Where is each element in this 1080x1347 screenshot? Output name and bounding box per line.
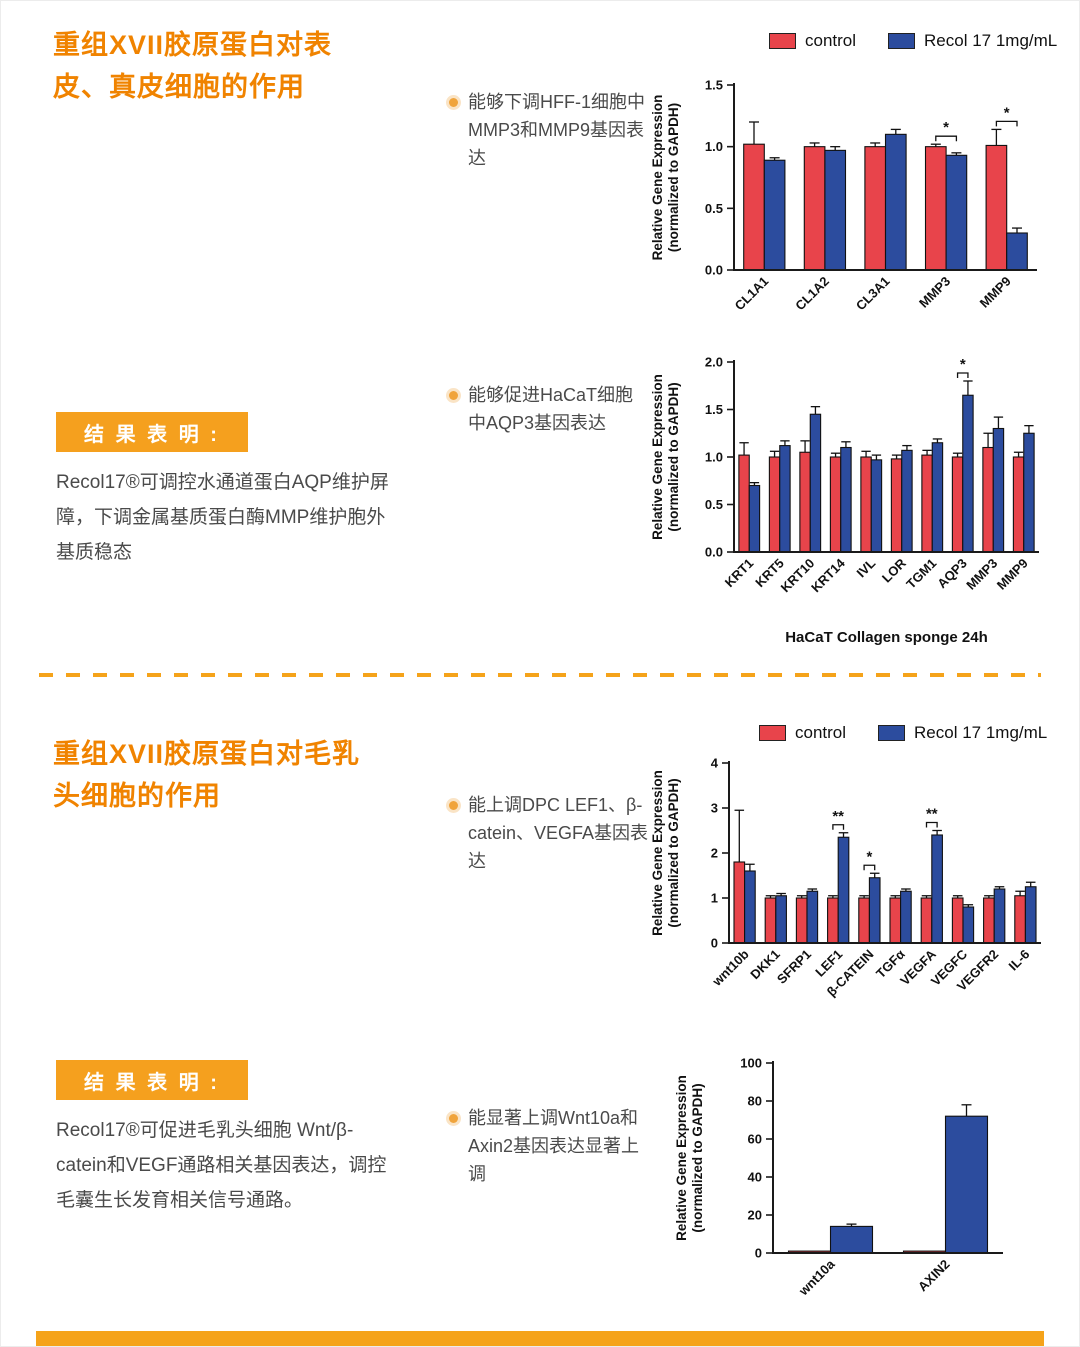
bullet-text: 能上调DPC LEF1、β-catein、VEGFA基因表达 (468, 795, 649, 871)
svg-text:MMP3: MMP3 (963, 556, 1000, 593)
svg-text:TGM1: TGM1 (903, 556, 939, 592)
result-label: 结 果 表 明 : (84, 423, 220, 446)
svg-text:HaCaT Collagen sponge 24h: HaCaT Collagen sponge 24h (785, 629, 988, 646)
svg-text:**: ** (832, 808, 844, 825)
svg-text:KRT14: KRT14 (808, 555, 848, 595)
svg-text:*: * (943, 119, 949, 136)
svg-text:40: 40 (748, 1170, 762, 1185)
control-color-swatch (759, 725, 786, 741)
svg-text:Relative Gene Expression: Relative Gene Expression (650, 374, 665, 540)
bullet-text: 能够促进HaCaT细胞中AQP3基因表达 (468, 385, 634, 433)
svg-text:*: * (866, 848, 872, 865)
bottom-accent-bar (36, 1331, 1044, 1346)
bullet-dot-icon (449, 98, 458, 107)
bullet-text: 能够下调HFF-1细胞中MMP3和MMP9基因表达 (468, 92, 645, 168)
svg-text:IL-6: IL-6 (1006, 947, 1033, 974)
bullet-aqp3-upregulation: 能够促进HaCaT细胞中AQP3基因表达 (449, 382, 649, 438)
svg-text:CL3A1: CL3A1 (853, 274, 893, 314)
bullet-wnt10a-axin2: 能显著上调Wnt10a和Axin2基因表达显著上调 (449, 1105, 649, 1189)
svg-text:(normalized to GAPDH): (normalized to GAPDH) (666, 382, 681, 531)
svg-text:*: * (1004, 104, 1010, 121)
svg-text:1.0: 1.0 (705, 139, 723, 154)
svg-text:*: * (960, 356, 966, 373)
result-text-1: Recol17®可调控水通道蛋白AQP维护屏障，下调金属基质蛋白酶MMP维护胞外… (56, 472, 389, 564)
control-legend-label: control (805, 31, 857, 50)
control-color-swatch (769, 33, 796, 49)
legend-item-treatment: Recol 17 1mg/mL (888, 31, 1057, 51)
svg-text:0.0: 0.0 (705, 545, 723, 560)
svg-text:MMP9: MMP9 (977, 274, 1014, 311)
legend-item-control: control (769, 31, 856, 51)
svg-text:AQP3: AQP3 (934, 556, 970, 592)
bullet-mmp-downregulation: 能够下调HFF-1细胞中MMP3和MMP9基因表达 (449, 89, 645, 173)
svg-text:0.5: 0.5 (705, 201, 723, 216)
svg-text:20: 20 (748, 1208, 762, 1223)
bullet-text: 能显著上调Wnt10a和Axin2基因表达显著上调 (468, 1108, 640, 1184)
svg-text:100: 100 (740, 1056, 762, 1071)
svg-text:SFRP1: SFRP1 (774, 947, 814, 987)
svg-text:wnt10b: wnt10b (709, 946, 752, 989)
control-legend-label: control (795, 723, 847, 742)
svg-text:0: 0 (711, 936, 718, 951)
chart-hff1-gene-expression: 0.0 0.5 1.0 1.5 CL1A1 CL1A2 CL3A1 MMP3 MMP9 * * Rel… (650, 78, 1037, 314)
svg-text:Relative Gene Expression: Relative Gene Expression (650, 770, 665, 936)
svg-text:1.0: 1.0 (705, 450, 723, 465)
bullet-dot-icon (449, 801, 458, 810)
treatment-legend-label: Recol 17 1mg/mL (924, 31, 1058, 50)
treatment-color-swatch (878, 725, 906, 741)
svg-text:80: 80 (748, 1094, 762, 1109)
svg-text:2: 2 (711, 846, 718, 861)
legend-item-treatment: Recol 17 1mg/mL (878, 723, 1047, 743)
chart-legend-bottom: control Recol 17 1mg/mL (759, 723, 1047, 743)
result-label: 结 果 表 明 : (84, 1071, 220, 1094)
result-label-box-2: 结 果 表 明 : (56, 1060, 248, 1100)
svg-text:2.0: 2.0 (705, 355, 723, 370)
legend-item-control: control (759, 723, 846, 743)
svg-text:AXIN2: AXIN2 (915, 1257, 953, 1295)
svg-text:(normalized to GAPDH): (normalized to GAPDH) (666, 103, 681, 252)
bullet-dot-icon (449, 1114, 458, 1123)
chart-dpc-gene-expression: 01234wnt10bDKK1SFRP1LEF1β-CATEINTGFαVEGF… (650, 756, 1041, 999)
svg-text:0: 0 (755, 1246, 762, 1261)
section2-title: 重组XVII胶原蛋白对毛乳头细胞的作用 (53, 739, 361, 811)
svg-text:MMP3: MMP3 (916, 274, 953, 311)
svg-text:(normalized to GAPDH): (normalized to GAPDH) (666, 778, 681, 927)
svg-text:wnt10a: wnt10a (795, 1256, 838, 1299)
svg-text:CL1A1: CL1A1 (732, 274, 772, 314)
svg-text:**: ** (926, 806, 938, 823)
svg-text:1: 1 (711, 891, 718, 906)
treatment-color-swatch (888, 33, 916, 49)
chart-legend-top: control Recol 17 1mg/mL (769, 31, 1057, 51)
section1-title: 重组XVII胶原蛋白对表皮、真皮细胞的作用 (53, 30, 333, 102)
bullet-dpc-upregulation: 能上调DPC LEF1、β-catein、VEGFA基因表达 (449, 792, 661, 876)
bullet-dot-icon (449, 391, 458, 400)
chart-wnt10a-axin2-expression: 0 20 40 60 80 100 wnt10a AXIN2 Relative Gene Exp… (674, 1056, 1003, 1299)
svg-text:Relative Gene Expression: Relative Gene Expression (650, 95, 665, 261)
svg-text:1.5: 1.5 (705, 78, 723, 93)
svg-text:CL1A2: CL1A2 (792, 274, 832, 314)
svg-text:(normalized to GAPDH): (normalized to GAPDH) (690, 1083, 705, 1232)
svg-text:3: 3 (711, 801, 718, 816)
svg-text:Relative Gene Expression: Relative Gene Expression (674, 1075, 689, 1241)
svg-text:0.5: 0.5 (705, 497, 723, 512)
result-text-2: Recol17®可促进毛乳头细胞 Wnt/β-catein和VEGF通路相关基因… (56, 1120, 387, 1212)
svg-text:IVL: IVL (853, 555, 878, 580)
treatment-legend-label: Recol 17 1mg/mL (914, 723, 1048, 742)
svg-text:4: 4 (711, 756, 719, 771)
svg-text:MMP9: MMP9 (994, 556, 1031, 593)
dashed-divider (39, 673, 1041, 677)
svg-text:0.0: 0.0 (705, 263, 723, 278)
result-label-box-1: 结 果 表 明 : (56, 412, 248, 452)
svg-text:KRT1: KRT1 (722, 556, 757, 591)
svg-text:1.5: 1.5 (705, 402, 723, 417)
svg-text:60: 60 (748, 1132, 762, 1147)
